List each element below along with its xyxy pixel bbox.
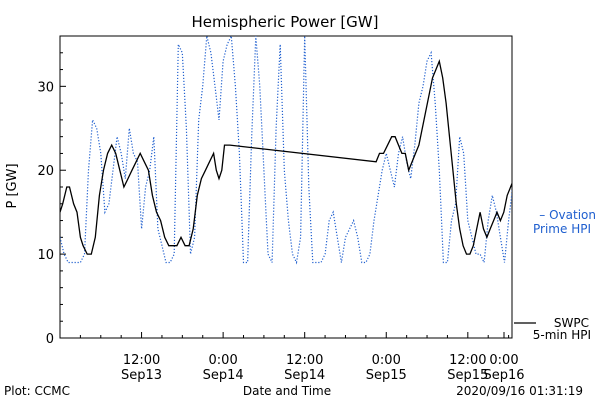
y-tick-label: 10 — [37, 248, 54, 263]
y-tick-label: 20 — [37, 164, 54, 179]
legend-ovation-label-line2: Prime HPI — [533, 222, 591, 236]
legend-swpc-label-line2: 5-min HPI — [533, 328, 591, 342]
swpc-series-line — [60, 58, 512, 255]
x-tick-label-date: Sep15 — [366, 368, 407, 383]
y-tick-label: 30 — [37, 80, 54, 95]
x-tick-label-date: Sep14 — [203, 368, 244, 383]
x-tick-label-date: Sep15 — [447, 368, 488, 383]
footer-x-axis-label: Date and Time — [243, 384, 331, 398]
x-axis: 12:00Sep130:00Sep1412:00Sep140:00Sep1512… — [79, 332, 525, 383]
ovation-prime-series-line — [60, 36, 512, 265]
x-tick-label-date: Sep16 — [483, 368, 524, 383]
x-tick-label-time: 0:00 — [489, 353, 518, 368]
x-tick-label-date: Sep14 — [284, 368, 325, 383]
plot-frame — [59, 35, 513, 339]
x-tick-label-time: 0:00 — [372, 353, 401, 368]
legend-swpc-label-line1: SWPC — [554, 316, 589, 330]
legend-ovation-label-line1: – Ovation — [539, 208, 596, 222]
x-tick-label-time: 12:00 — [286, 353, 323, 368]
footer-plot-credit: Plot: CCMC — [4, 384, 70, 398]
x-tick-label-date: Sep13 — [121, 368, 162, 383]
y-tick-label: 0 — [46, 332, 54, 347]
legend-swpc: SWPC 5-min HPI — [514, 316, 591, 342]
footer-timestamp: 2020/09/16 01:31:19 — [456, 384, 583, 398]
y-axis: 0 10 20 30 — [37, 52, 66, 347]
x-tick-label-time: 12:00 — [449, 353, 486, 368]
legend-ovation: – Ovation Prime HPI — [533, 208, 596, 236]
x-tick-label-time: 0:00 — [209, 353, 238, 368]
y-axis-label: P [GW] — [5, 163, 20, 208]
chart-title: Hemispheric Power [GW] — [192, 13, 379, 31]
x-tick-label-time: 12:00 — [123, 353, 160, 368]
